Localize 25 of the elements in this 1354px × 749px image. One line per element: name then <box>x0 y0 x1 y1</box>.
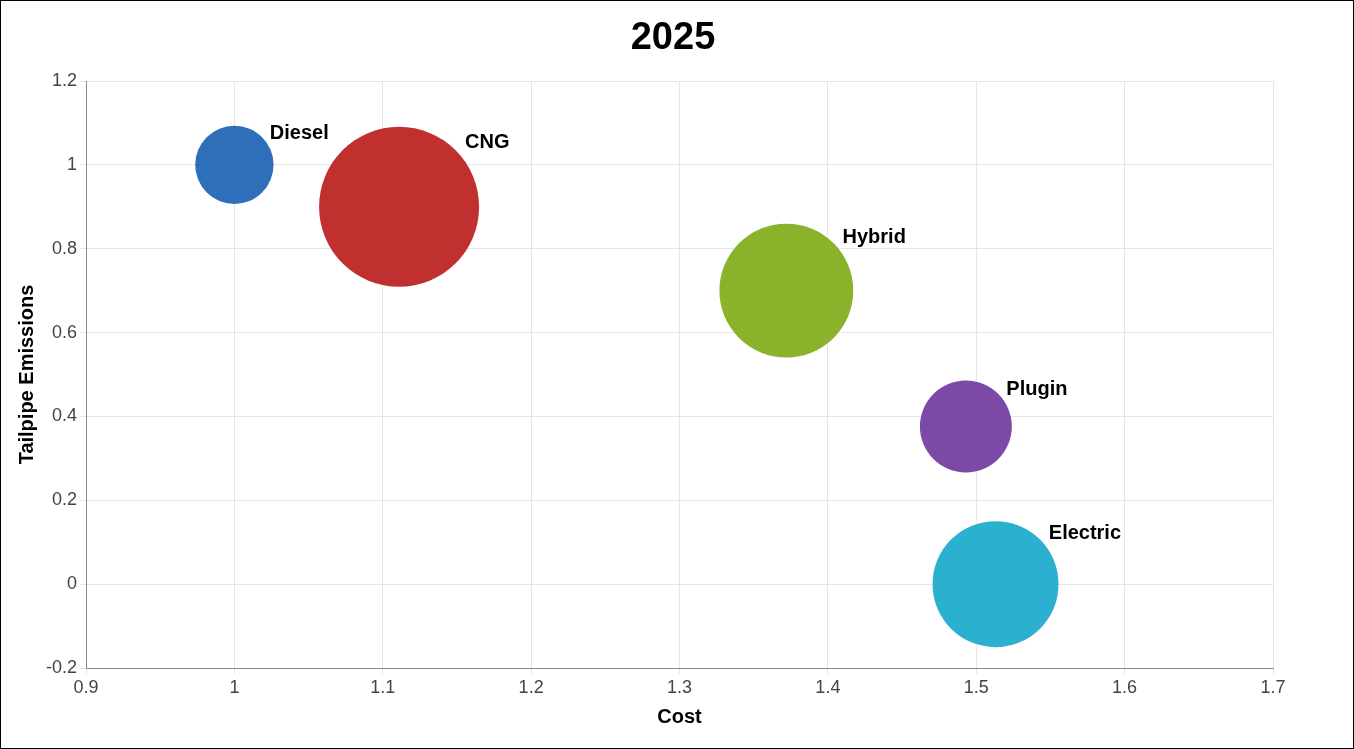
y-tick-label: 0.2 <box>51 489 78 510</box>
x-tick-label: 1.3 <box>666 676 693 697</box>
x-tick-label: 1.7 <box>1260 676 1286 697</box>
x-tick-label: 0.9 <box>73 676 99 697</box>
x-tick-label: 1.4 <box>815 676 841 697</box>
y-axis-title: Tailpipe Emissions <box>14 284 37 465</box>
x-tick-label: 1.1 <box>370 676 396 697</box>
y-tick-label: 0.4 <box>51 405 78 426</box>
y-tick-label: 0 <box>67 573 78 594</box>
y-tick-label: 0.8 <box>51 237 78 258</box>
x-tick-label: 1.6 <box>1112 676 1138 697</box>
y-tick-label: 1.2 <box>51 69 78 90</box>
series-label: CNG <box>465 130 510 153</box>
series-label: Hybrid <box>842 224 906 247</box>
x-tick-label: 1.2 <box>518 676 544 697</box>
y-tick-label: -0.2 <box>45 656 78 677</box>
series-label: Plugin <box>1006 377 1068 400</box>
y-tick-label: 0.6 <box>51 321 78 342</box>
x-tick-label: 1.5 <box>963 676 989 697</box>
x-tick-label: 1 <box>229 676 240 697</box>
series-label: Diesel <box>269 121 329 144</box>
series-label: Electric <box>1048 521 1122 544</box>
y-tick-label: 1 <box>67 153 78 174</box>
x-axis-title: Cost <box>657 705 703 728</box>
chart-title: 2025 <box>630 14 716 57</box>
